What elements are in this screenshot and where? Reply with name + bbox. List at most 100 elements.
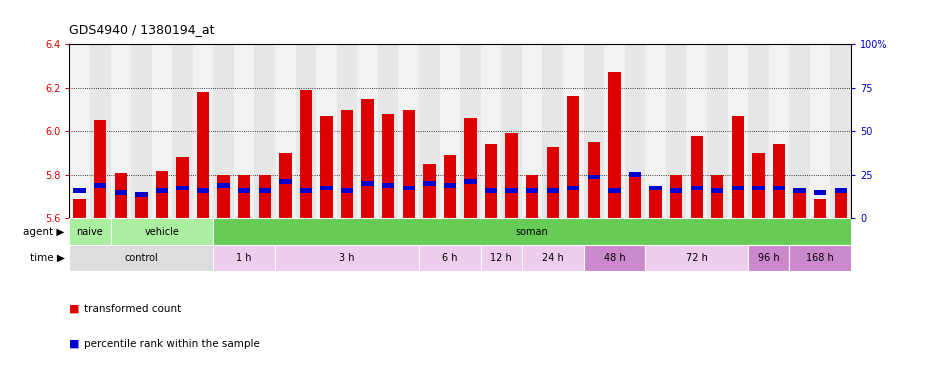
Bar xyxy=(686,44,707,218)
Bar xyxy=(172,44,192,218)
Bar xyxy=(629,172,641,177)
Bar xyxy=(814,190,826,195)
Bar xyxy=(587,142,600,218)
Bar xyxy=(711,188,723,192)
Bar xyxy=(624,44,646,218)
Text: control: control xyxy=(125,253,158,263)
Bar xyxy=(238,175,251,218)
Bar xyxy=(604,44,624,218)
Bar xyxy=(357,44,378,218)
Bar xyxy=(732,185,744,190)
Bar xyxy=(526,188,538,192)
Bar xyxy=(526,175,538,218)
Bar xyxy=(629,173,641,218)
Bar xyxy=(177,157,189,218)
Bar xyxy=(461,44,481,218)
Text: 1 h: 1 h xyxy=(237,253,252,263)
Bar xyxy=(485,188,498,192)
Bar xyxy=(773,144,785,218)
Bar xyxy=(73,199,86,218)
Bar xyxy=(341,188,353,192)
Bar xyxy=(567,96,579,218)
Bar xyxy=(94,184,106,188)
Bar xyxy=(279,153,291,218)
Bar xyxy=(810,44,831,218)
Bar xyxy=(419,245,481,271)
Bar xyxy=(439,44,461,218)
Bar xyxy=(362,99,374,218)
Bar xyxy=(609,188,621,192)
Bar xyxy=(423,181,436,186)
Bar xyxy=(584,245,646,271)
Bar xyxy=(522,245,584,271)
Bar xyxy=(378,44,399,218)
Text: transformed count: transformed count xyxy=(84,304,181,314)
Bar xyxy=(711,175,723,218)
Text: time ▶: time ▶ xyxy=(30,253,65,263)
Text: agent ▶: agent ▶ xyxy=(23,227,65,237)
Bar xyxy=(423,164,436,218)
Bar xyxy=(402,185,415,190)
Bar xyxy=(131,44,152,218)
Bar xyxy=(155,188,168,192)
Text: ■: ■ xyxy=(69,304,80,314)
Bar xyxy=(505,134,518,218)
Bar xyxy=(547,188,559,192)
Bar xyxy=(362,181,374,186)
Bar xyxy=(320,185,333,190)
Bar xyxy=(505,188,518,192)
Text: ■: ■ xyxy=(69,339,80,349)
Bar xyxy=(609,73,621,218)
Bar xyxy=(382,114,394,218)
Bar xyxy=(542,44,563,218)
Text: 48 h: 48 h xyxy=(604,253,625,263)
Bar xyxy=(259,175,271,218)
Bar xyxy=(135,197,148,218)
Bar xyxy=(649,186,661,218)
Text: vehicle: vehicle xyxy=(144,227,179,237)
Bar xyxy=(275,245,419,271)
Bar xyxy=(115,190,127,195)
Bar xyxy=(115,173,127,218)
Bar xyxy=(834,190,847,218)
Bar xyxy=(254,44,275,218)
Text: 12 h: 12 h xyxy=(490,253,512,263)
Bar xyxy=(481,245,522,271)
Bar xyxy=(567,185,579,190)
Bar xyxy=(587,175,600,179)
Bar xyxy=(814,199,826,218)
Bar xyxy=(501,44,522,218)
Bar xyxy=(152,44,172,218)
Bar xyxy=(214,218,851,245)
Bar xyxy=(217,175,229,218)
Bar xyxy=(748,245,789,271)
Bar xyxy=(73,188,86,192)
Bar xyxy=(259,188,271,192)
Bar xyxy=(547,147,559,218)
Bar xyxy=(831,44,851,218)
Text: GDS4940 / 1380194_at: GDS4940 / 1380194_at xyxy=(69,23,215,36)
Text: 3 h: 3 h xyxy=(339,253,355,263)
Text: 168 h: 168 h xyxy=(807,253,834,263)
Bar xyxy=(789,44,810,218)
Text: soman: soman xyxy=(516,227,549,237)
Bar xyxy=(110,218,214,245)
Bar xyxy=(135,192,148,197)
Text: 72 h: 72 h xyxy=(685,253,708,263)
Bar xyxy=(337,44,357,218)
Bar xyxy=(773,185,785,190)
Bar xyxy=(275,44,296,218)
Bar xyxy=(464,179,476,184)
Bar xyxy=(444,155,456,218)
Bar xyxy=(90,44,110,218)
Bar xyxy=(296,44,316,218)
Bar xyxy=(382,184,394,188)
Bar xyxy=(279,179,291,184)
Bar xyxy=(197,188,209,192)
Bar xyxy=(481,44,501,218)
Bar xyxy=(341,109,353,218)
Bar xyxy=(748,44,769,218)
Bar xyxy=(300,188,312,192)
Text: 96 h: 96 h xyxy=(758,253,780,263)
Bar xyxy=(316,44,337,218)
